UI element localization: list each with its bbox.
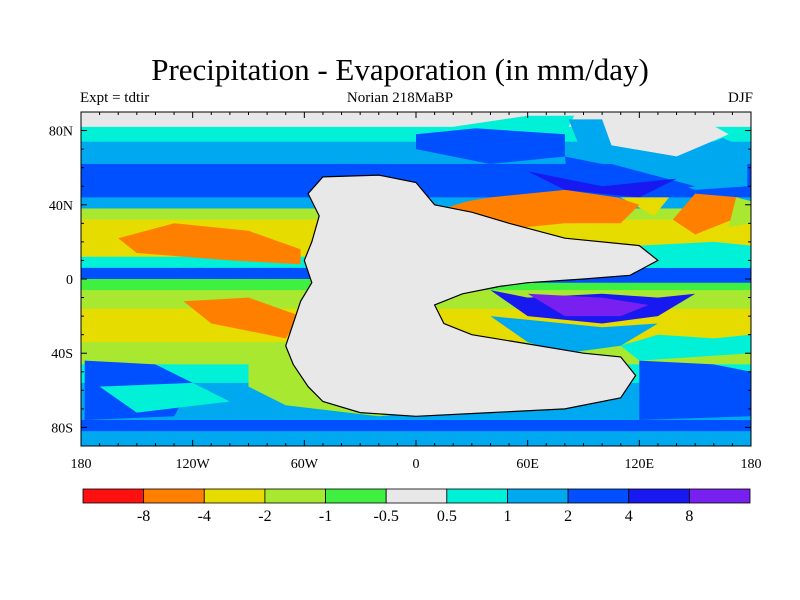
lat-tick-label: 40N <box>49 199 73 214</box>
colorbar-swatch <box>507 488 569 504</box>
lat-tick-label: 80S <box>51 421 73 436</box>
contour-region <box>620 197 670 216</box>
colorbar-label: -4 <box>198 508 211 525</box>
colorbar-swatch <box>385 488 448 504</box>
contour-region <box>118 223 301 265</box>
colorbar-label: 4 <box>625 508 633 525</box>
colorbar-label: -0.5 <box>374 508 399 525</box>
lat-tick-label: 80N <box>49 125 73 140</box>
contour-band <box>81 431 751 446</box>
colorbar-swatch <box>628 488 690 504</box>
colorbar-label: -1 <box>319 508 332 525</box>
lon-tick-label: 0 <box>413 457 420 472</box>
contour-region <box>527 171 677 198</box>
season-label: DJF <box>727 90 753 106</box>
lon-tick-label: 60W <box>291 457 319 472</box>
colorbar-swatch <box>82 488 145 504</box>
colorbar-label: -2 <box>258 508 271 525</box>
lon-tick-label: 180 <box>71 457 92 472</box>
contour-region <box>602 115 729 157</box>
colorbar-label: 8 <box>685 508 693 525</box>
contour-region <box>99 382 230 413</box>
colorbar-label: 1 <box>503 508 511 525</box>
colorbar-swatch <box>688 488 751 504</box>
contour-region <box>453 115 575 135</box>
colorbar: -8 -4 -2 -1 -0.5 0.5 1 2 4 8 <box>82 488 751 525</box>
lat-tick-label: 40S <box>51 347 73 362</box>
contour-region <box>527 293 649 317</box>
contour-region <box>639 360 751 420</box>
map-axes: 180 120W 60W 0 60E 120E 180 80N 40N 0 40S 80S <box>49 111 762 472</box>
colorbar-label: 2 <box>564 508 572 525</box>
colorbar-swatch <box>264 488 326 504</box>
colorbar-swatch <box>203 488 266 504</box>
contour-band <box>81 420 751 432</box>
lat-tick-label: 0 <box>66 273 73 288</box>
colorbar-label: -8 <box>137 508 150 525</box>
lon-tick-label: 120W <box>176 457 211 472</box>
contour-region <box>183 297 301 339</box>
continent-outline <box>285 174 659 417</box>
colorbar-swatch <box>325 488 387 504</box>
lon-tick-label: 60E <box>516 457 539 472</box>
chart-title: Precipitation - Evaporation (in mm/day) <box>151 52 649 87</box>
contour-region <box>568 119 748 190</box>
period-label: Norian 218MaBP <box>346 90 454 106</box>
contour-region <box>620 334 751 361</box>
contour-region <box>672 193 740 235</box>
pangaea-landmass <box>285 174 659 417</box>
contour-region <box>490 316 658 354</box>
experiment-label: Expt = tdtir <box>80 90 150 106</box>
colorbar-swatch <box>446 488 508 504</box>
lon-tick-label: 120E <box>625 457 655 472</box>
lon-tick-label: 180 <box>741 457 762 472</box>
colorbar-swatch <box>567 488 630 504</box>
colorbar-label: 0.5 <box>437 508 457 525</box>
colorbar-swatch <box>143 488 205 504</box>
